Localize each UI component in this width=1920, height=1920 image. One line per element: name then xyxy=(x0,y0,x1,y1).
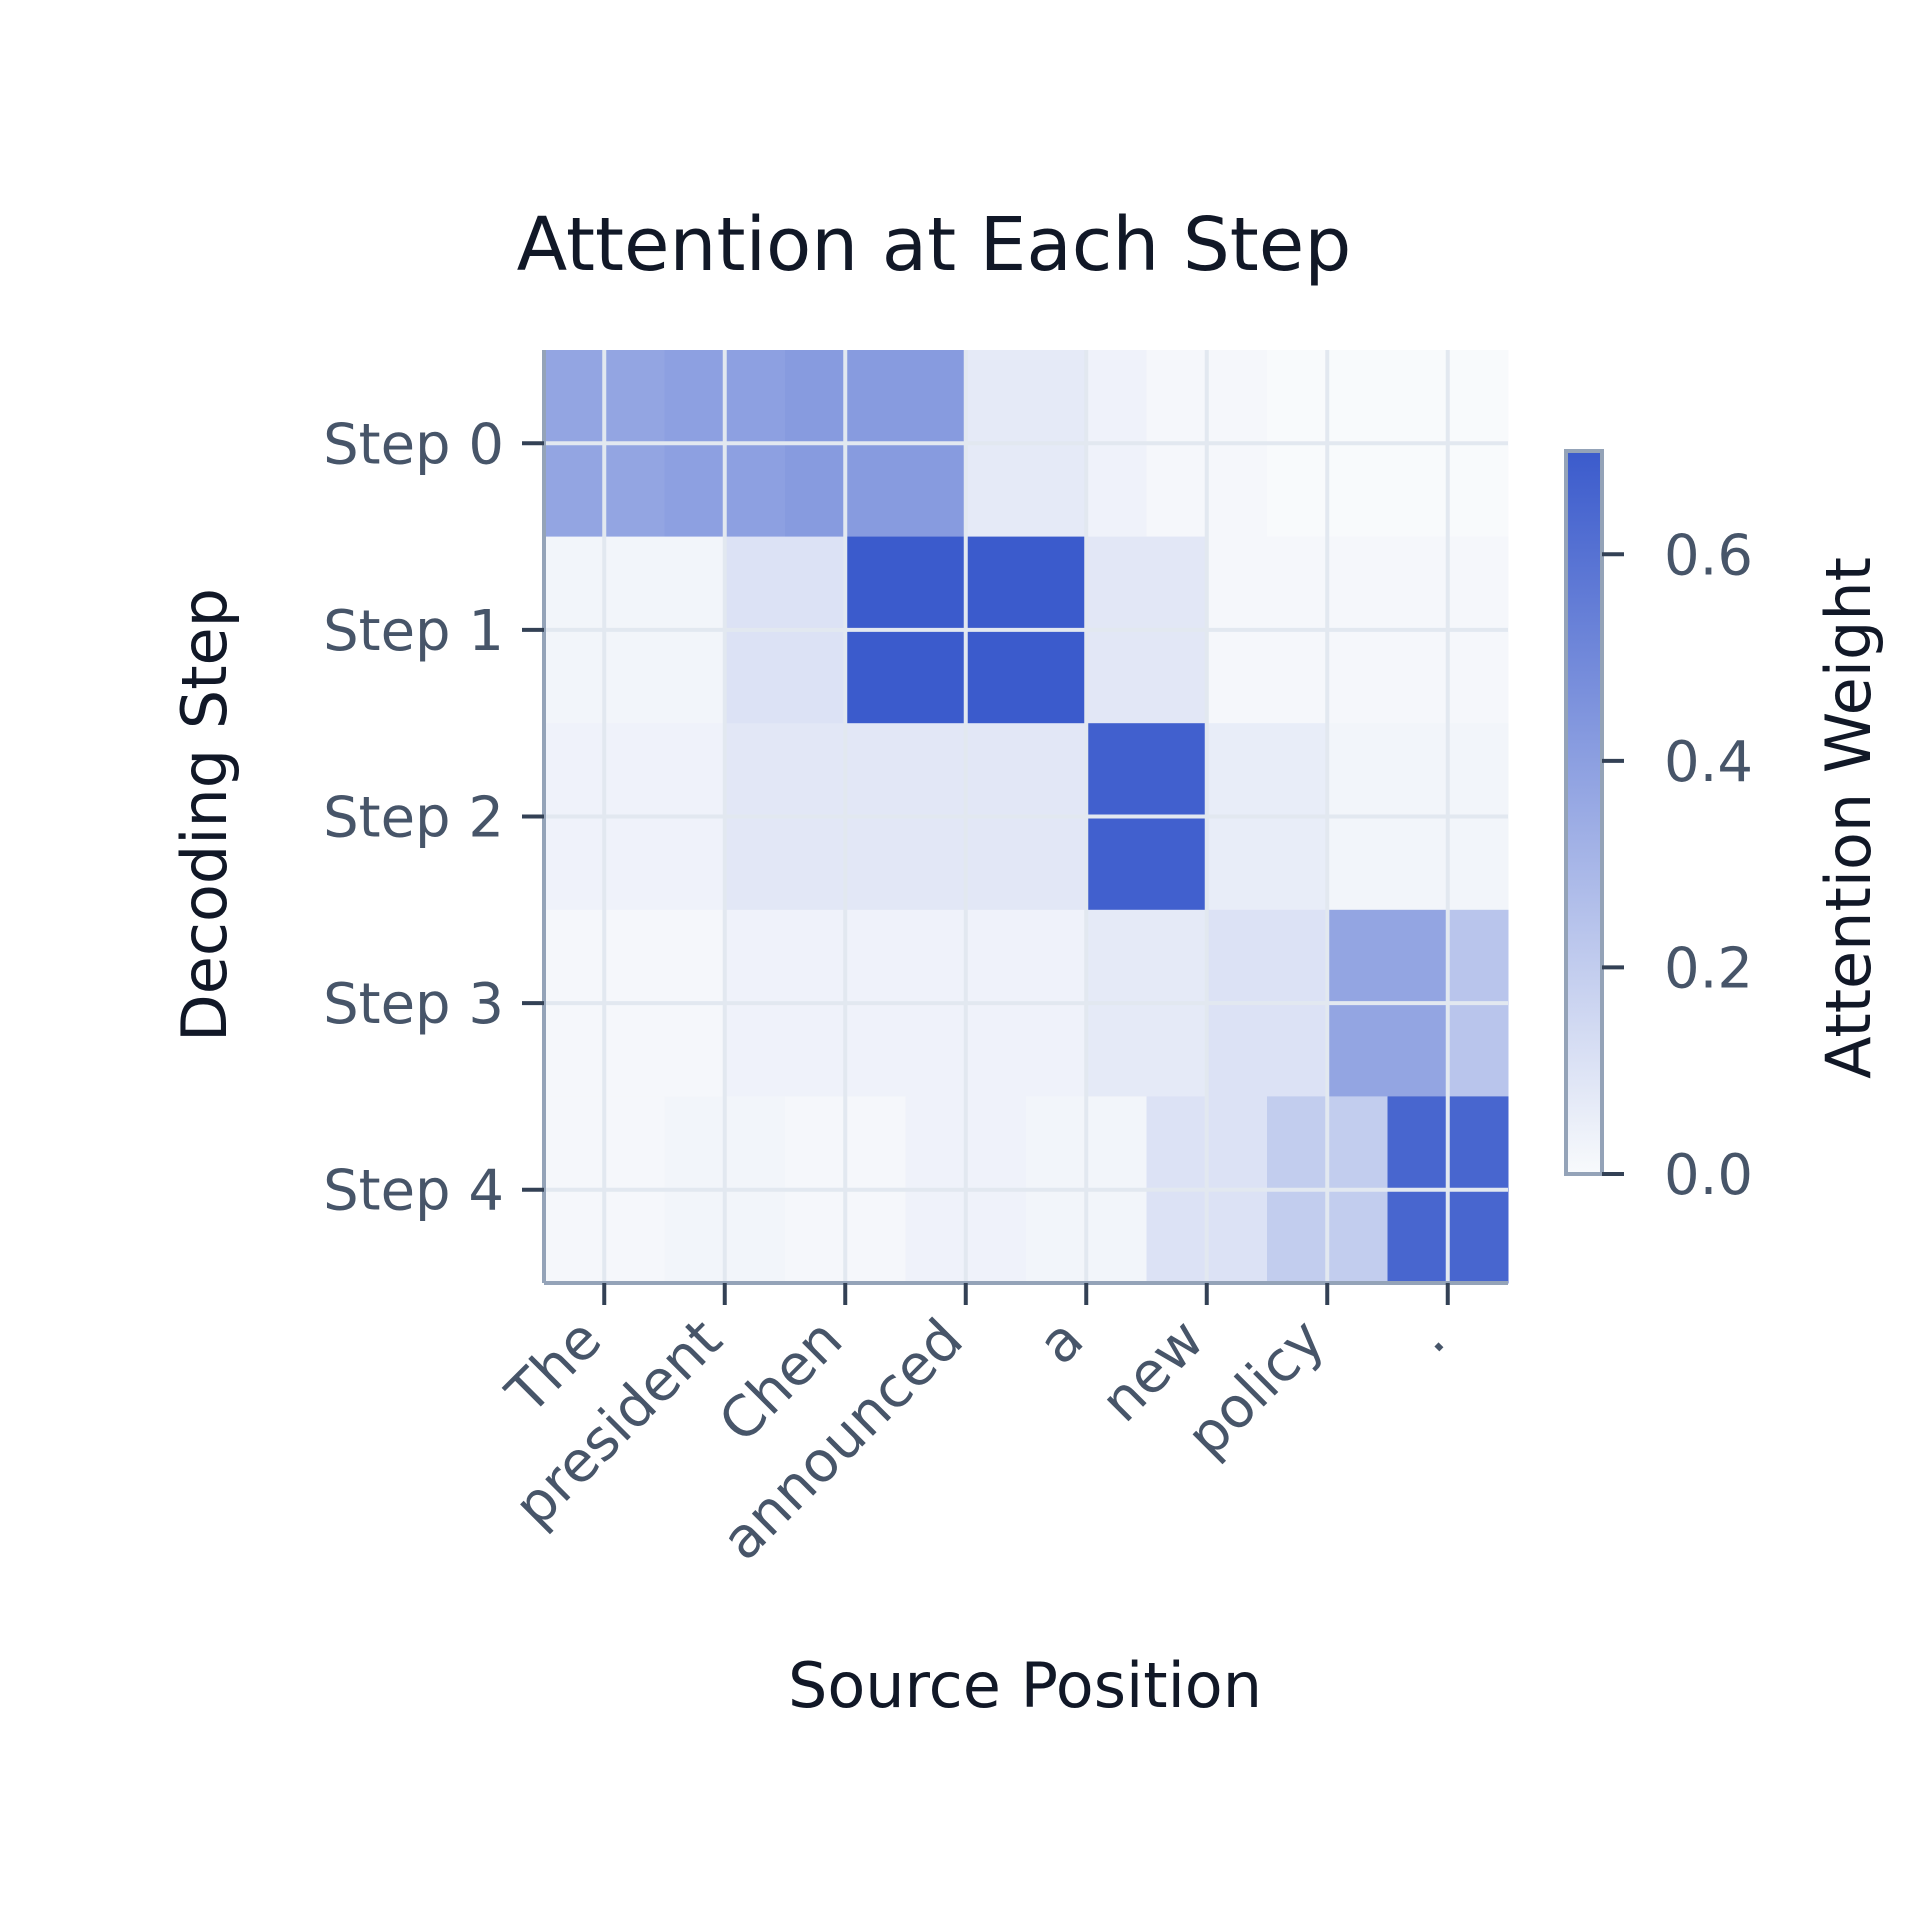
colorbar-tick-label-3: 0.6 xyxy=(1664,523,1753,588)
y-tick-label-1: Step 1 xyxy=(323,599,504,664)
y-tick-label-0: Step 0 xyxy=(323,412,504,477)
y-axis-ticks: Step 0 Step 1 Step 2 Step 3 Step 4 xyxy=(323,412,544,1224)
x-tick-label-4: a xyxy=(1026,1307,1096,1377)
colorbar-tick-label-1: 0.2 xyxy=(1664,936,1753,1001)
colorbar-tick-label-0: 0.0 xyxy=(1664,1143,1753,1208)
colorbar-label: Attention Weight xyxy=(1812,557,1885,1079)
y-tick-label-3: Step 3 xyxy=(323,972,504,1037)
y-axis-label: Decoding Step xyxy=(168,588,241,1042)
colorbar: 0.0 0.2 0.4 0.6 xyxy=(1564,449,1753,1208)
y-tick-label-4: Step 4 xyxy=(323,1159,504,1224)
x-tick-label-6: policy xyxy=(1175,1307,1338,1470)
colorbar-tick-label-2: 0.4 xyxy=(1664,730,1753,795)
x-tick-label-7: . xyxy=(1399,1307,1458,1366)
x-axis-label: Source Position xyxy=(788,1649,1262,1722)
chart-title: Attention at Each Step xyxy=(517,202,1352,288)
heatmap-grid xyxy=(544,350,1508,1283)
y-tick-label-2: Step 2 xyxy=(323,786,504,851)
colorbar-gradient xyxy=(1564,449,1604,1176)
